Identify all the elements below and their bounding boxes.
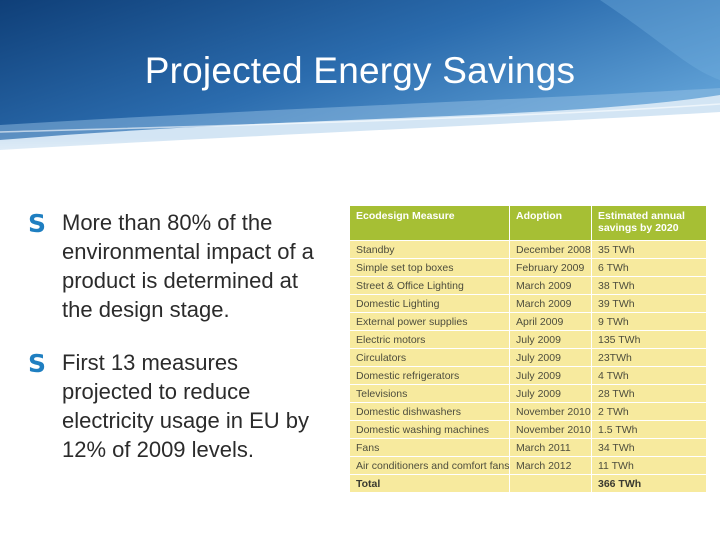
table-row: Domestic refrigerators July 2009 4 TWh bbox=[349, 366, 707, 385]
bullet-item: S First 13 measures projected to reduce … bbox=[28, 348, 328, 464]
savings-cell: 2 TWh bbox=[591, 402, 707, 421]
savings-cell: 35 TWh bbox=[591, 240, 707, 259]
savings-cell: 135 TWh bbox=[591, 330, 707, 349]
table-row: Domestic dishwashers November 2010 2 TWh bbox=[349, 402, 707, 421]
adoption-cell: July 2009 bbox=[509, 366, 592, 385]
measure-cell: Domestic refrigerators bbox=[349, 366, 510, 385]
measure-cell: Circulators bbox=[349, 348, 510, 367]
adoption-cell: November 2010 bbox=[509, 402, 592, 421]
adoption-cell: December 2008 bbox=[509, 240, 592, 259]
savings-cell: 39 TWh bbox=[591, 294, 707, 313]
adoption-cell: April 2009 bbox=[509, 312, 592, 331]
title-banner bbox=[0, 0, 720, 200]
measure-cell: Domestic dishwashers bbox=[349, 402, 510, 421]
bullet-list: S More than 80% of the environmental imp… bbox=[28, 208, 328, 488]
bullet-marker: S bbox=[28, 209, 47, 238]
savings-cell: 38 TWh bbox=[591, 276, 707, 295]
table-row: Domestic washing machines November 2010 1.… bbox=[349, 420, 707, 439]
measure-cell: Standby bbox=[349, 240, 510, 259]
banner-background bbox=[0, 0, 720, 178]
measure-cell: Simple set top boxes bbox=[349, 258, 510, 277]
adoption-cell: March 2011 bbox=[509, 438, 592, 457]
table-row: Standby December 2008 35 TWh bbox=[349, 240, 707, 259]
total-label: Total bbox=[349, 474, 510, 493]
total-savings: 366 TWh bbox=[591, 474, 707, 493]
savings-cell: 6 TWh bbox=[591, 258, 707, 277]
table-row: Air conditioners and comfort fans March 2… bbox=[349, 456, 707, 475]
measure-cell: Street & Office Lighting bbox=[349, 276, 510, 295]
adoption-cell: March 2012 bbox=[509, 456, 592, 475]
adoption-cell: March 2009 bbox=[509, 294, 592, 313]
bullet-text: First 13 measures projected to reduce el… bbox=[62, 350, 309, 462]
bullet-item: S More than 80% of the environmental imp… bbox=[28, 208, 328, 324]
column-header-measure: Ecodesign Measure bbox=[349, 205, 510, 241]
table-row: External power supplies April 2009 9 TWh bbox=[349, 312, 707, 331]
table-row: Circulators July 2009 23TWh bbox=[349, 348, 707, 367]
column-header-adoption: Adoption bbox=[509, 205, 592, 241]
column-header-savings: Estimated annual savings by 2020 bbox=[591, 205, 707, 241]
adoption-cell: July 2009 bbox=[509, 330, 592, 349]
adoption-cell: March 2009 bbox=[509, 276, 592, 295]
table-row: Fans March 2011 34 TWh bbox=[349, 438, 707, 457]
measure-cell: Domestic washing machines bbox=[349, 420, 510, 439]
adoption-cell: February 2009 bbox=[509, 258, 592, 277]
adoption-cell: November 2010 bbox=[509, 420, 592, 439]
ecodesign-table: Ecodesign Measure Adoption Estimated ann… bbox=[349, 205, 707, 493]
adoption-cell: July 2009 bbox=[509, 384, 592, 403]
savings-cell: 34 TWh bbox=[591, 438, 707, 457]
table-row: Simple set top boxes February 2009 6 TWh bbox=[349, 258, 707, 277]
savings-cell: 28 TWh bbox=[591, 384, 707, 403]
savings-cell: 1.5 TWh bbox=[591, 420, 707, 439]
measure-cell: Televisions bbox=[349, 384, 510, 403]
table-row: Domestic Lighting March 2009 39 TWh bbox=[349, 294, 707, 313]
table-row: Street & Office Lighting March 2009 38 TWh bbox=[349, 276, 707, 295]
savings-cell: 23TWh bbox=[591, 348, 707, 367]
table-body: Standby December 2008 35 TWh Simple set top… bbox=[349, 240, 707, 475]
savings-cell: 4 TWh bbox=[591, 366, 707, 385]
slide-title: Projected Energy Savings bbox=[144, 50, 576, 91]
table-header-row: Ecodesign Measure Adoption Estimated ann… bbox=[349, 205, 707, 241]
table-total-row: Total 366 TWh bbox=[349, 474, 707, 493]
bullet-text: More than 80% of the environmental impac… bbox=[62, 210, 314, 322]
bullet-marker: S bbox=[28, 349, 47, 378]
measure-cell: Fans bbox=[349, 438, 510, 457]
total-adoption bbox=[509, 474, 592, 493]
table-row: Televisions July 2009 28 TWh bbox=[349, 384, 707, 403]
measure-cell: External power supplies bbox=[349, 312, 510, 331]
savings-cell: 9 TWh bbox=[591, 312, 707, 331]
measure-cell: Domestic Lighting bbox=[349, 294, 510, 313]
measure-cell: Electric motors bbox=[349, 330, 510, 349]
adoption-cell: July 2009 bbox=[509, 348, 592, 367]
table-row: Electric motors July 2009 135 TWh bbox=[349, 330, 707, 349]
measure-cell: Air conditioners and comfort fans bbox=[349, 456, 510, 475]
savings-cell: 11 TWh bbox=[591, 456, 707, 475]
